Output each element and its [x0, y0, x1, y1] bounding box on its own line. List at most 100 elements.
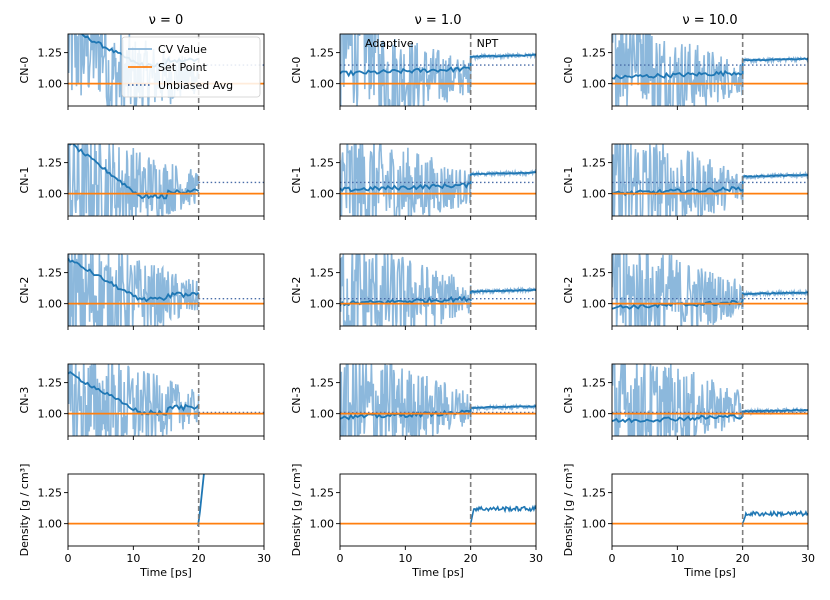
- cv-value-line: [340, 364, 536, 436]
- y-tick-label: 1.00: [582, 298, 607, 311]
- axes-frame: [67, 363, 265, 437]
- y-axis-label: CN-3: [562, 387, 575, 414]
- panel-plot-area: [612, 364, 808, 436]
- x-tick-label: 10: [670, 552, 684, 565]
- density-line: [741, 509, 808, 524]
- axes-frame: [339, 143, 537, 217]
- running-average-line: [68, 370, 200, 416]
- legend-box: [121, 36, 261, 98]
- y-tick-label: 1.00: [38, 298, 63, 311]
- running-average-line: [340, 288, 536, 307]
- x-tick-label: 10: [398, 552, 412, 565]
- y-axis-label: Density [g / cm³]: [290, 464, 303, 557]
- y-tick-label: 1.25: [310, 267, 335, 280]
- x-tick-label: 20: [464, 552, 478, 565]
- column-title: ν = 0: [149, 13, 184, 28]
- panel-0-2: 1.00 1.25 CN-0 ν = 10.0: [562, 13, 809, 110]
- panel-plot-area: [340, 144, 536, 216]
- legend-label: Set Point: [158, 61, 208, 74]
- y-tick-label: 1.00: [38, 188, 63, 201]
- panel-plot-area: [68, 144, 264, 216]
- y-tick-label: 1.25: [38, 157, 63, 170]
- y-tick-label: 1.00: [582, 78, 607, 91]
- y-tick-label: 1.25: [582, 47, 607, 60]
- panel-plot-area: [68, 474, 264, 546]
- panel-plot-area: [340, 34, 536, 106]
- y-tick-label: 1.25: [582, 267, 607, 280]
- axes-frame: [611, 473, 809, 547]
- x-tick-label: 20: [192, 552, 206, 565]
- y-tick-label: 1.25: [582, 377, 607, 390]
- running-average-line: [340, 405, 536, 421]
- legend-label: Unbiased Avg: [158, 79, 233, 92]
- running-average-line: [612, 173, 808, 197]
- panel-0-0: 1.00 1.25 CN-0 ν = 0 CV Value Set Point Unbias…: [18, 13, 265, 110]
- axes-frame: [67, 253, 265, 327]
- axes-frame: [67, 33, 265, 107]
- y-tick-label: 1.00: [582, 518, 607, 531]
- y-tick-label: 1.00: [310, 408, 335, 421]
- panel-plot-area: [612, 34, 808, 106]
- panel-plot-area: [340, 474, 536, 546]
- y-axis-label: Density [g / cm³]: [18, 464, 31, 557]
- axes-frame: [339, 473, 537, 547]
- y-tick-label: 1.00: [310, 518, 335, 531]
- x-tick-label: 20: [736, 552, 750, 565]
- y-axis-label: CN-1: [290, 167, 303, 194]
- cv-value-line: [612, 254, 808, 326]
- panel-plot-area: [68, 364, 264, 436]
- x-tick-label: 30: [529, 552, 543, 565]
- cv-value-line: [68, 254, 200, 326]
- y-axis-label: CN-2: [18, 277, 31, 304]
- axes-frame: [611, 33, 809, 107]
- npt-phase-label: NPT: [477, 37, 499, 50]
- y-tick-label: 1.00: [582, 408, 607, 421]
- x-axis-label: Time [ps]: [139, 566, 192, 579]
- panel-plot-area: [612, 474, 808, 546]
- y-axis-label: CN-1: [562, 167, 575, 194]
- running-average-line: [612, 57, 808, 80]
- y-tick-label: 1.00: [310, 188, 335, 201]
- panel-2-1: 1.00 1.25 CN-2: [290, 253, 537, 330]
- x-axis-label: Time [ps]: [683, 566, 736, 579]
- axes-frame: [67, 143, 265, 217]
- panel-4-1: 1.00 1.25 0 10 20 30 Time [ps] Density [g / cm³…: [290, 464, 543, 579]
- y-axis-label: CN-3: [18, 387, 31, 414]
- y-tick-label: 1.25: [582, 487, 607, 500]
- x-tick-label: 0: [65, 552, 72, 565]
- running-average-line: [612, 408, 808, 424]
- panel-2-2: 1.00 1.25 CN-2: [562, 253, 809, 330]
- y-tick-label: 1.00: [582, 188, 607, 201]
- axes-frame: [611, 143, 809, 217]
- density-line: [469, 504, 536, 524]
- y-tick-label: 1.00: [310, 78, 335, 91]
- x-tick-label: 10: [126, 552, 140, 565]
- y-tick-label: 1.00: [38, 78, 63, 91]
- panel-3-2: 1.00 1.25 CN-3: [562, 363, 809, 440]
- cv-value-line: [612, 364, 808, 436]
- running-average-line: [68, 257, 200, 303]
- x-tick-label: 30: [801, 552, 815, 565]
- panel-2-0: 1.00 1.25 CN-2: [18, 253, 265, 330]
- y-tick-label: 1.25: [38, 267, 63, 280]
- x-tick-label: 0: [337, 552, 344, 565]
- column-title: ν = 1.0: [414, 13, 461, 28]
- y-tick-label: 1.25: [310, 47, 335, 60]
- y-tick-label: 1.25: [582, 157, 607, 170]
- y-axis-label: CN-2: [290, 277, 303, 304]
- y-axis-label: CN-1: [18, 167, 31, 194]
- y-axis-label: CN-0: [562, 57, 575, 84]
- y-axis-label: CN-0: [290, 57, 303, 84]
- axes-frame: [611, 253, 809, 327]
- legend-label: CV Value: [158, 43, 207, 56]
- y-axis-label: CN-2: [562, 277, 575, 304]
- panel-plot-area: [340, 364, 536, 436]
- running-average-line: [68, 144, 200, 200]
- panel-plot-area: [340, 254, 536, 326]
- axes-frame: [67, 473, 265, 547]
- adaptive-phase-label: Adaptive: [365, 37, 414, 50]
- running-average-line: [340, 53, 536, 78]
- cv-value-line: [612, 144, 808, 216]
